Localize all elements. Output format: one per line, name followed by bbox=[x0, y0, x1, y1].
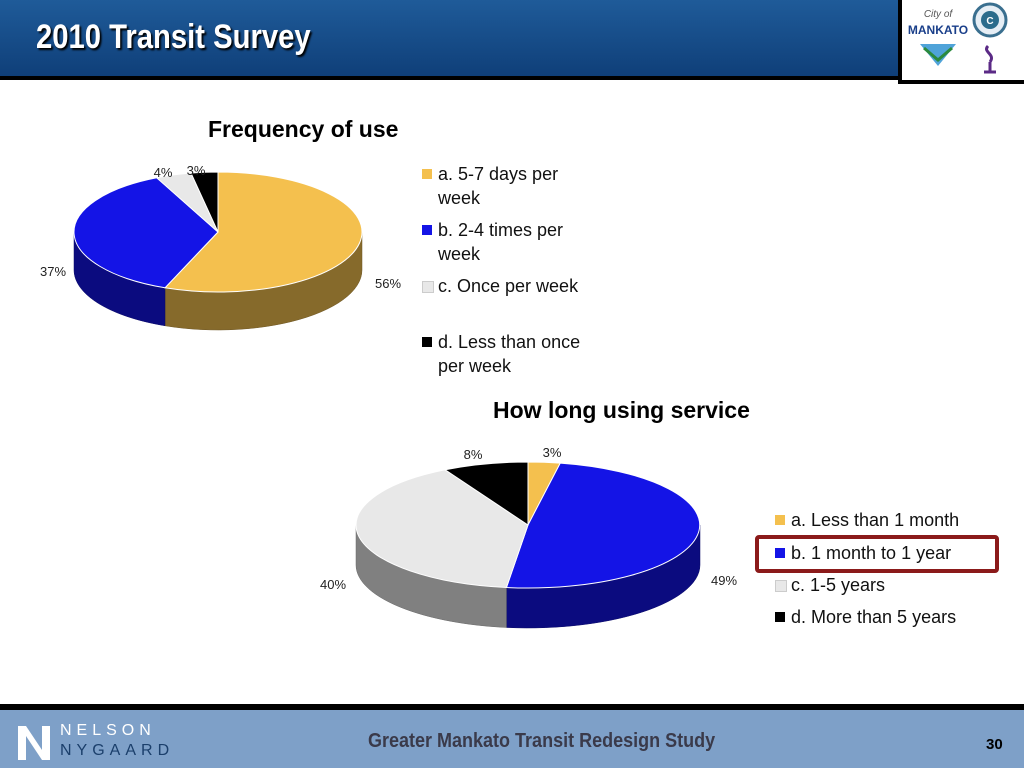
logo-area: City of MANKATO C bbox=[898, 0, 1024, 84]
pie2-data-label-3: 8% bbox=[464, 447, 483, 462]
chart2-pie: 3% 49% 40% 8% bbox=[320, 445, 737, 629]
university-torch-logo bbox=[984, 44, 996, 74]
city-of-mankato-logo: City of MANKATO bbox=[908, 9, 968, 66]
legend-label: a. 5-7 days per week bbox=[438, 164, 559, 208]
mankato-shield-icon bbox=[920, 44, 956, 66]
legend-swatch-icon bbox=[775, 580, 787, 592]
brand-name-bottom: NYGAARD bbox=[60, 742, 175, 759]
legend-swatch-icon bbox=[422, 169, 432, 179]
pie2-slice-1 bbox=[505, 462, 701, 589]
pie1-data-label-3: 3% bbox=[187, 163, 206, 178]
pie1-data-label-2: 4% bbox=[154, 165, 173, 180]
transit-seal-logo: C bbox=[972, 2, 1008, 38]
city-of-text: City of bbox=[924, 9, 954, 20]
chart2-title: How long using service bbox=[493, 397, 750, 423]
legend-swatch-icon bbox=[775, 548, 785, 558]
slide-title: 2010 Transit Survey bbox=[36, 18, 311, 56]
legend-swatch-icon bbox=[775, 515, 785, 525]
legend-label: d. More than 5 years bbox=[791, 607, 957, 627]
mankato-text: MANKATO bbox=[908, 23, 968, 37]
legend-swatch-icon bbox=[775, 612, 785, 622]
legend-swatch-icon bbox=[422, 225, 432, 235]
nelson-nygaard-logo-icon bbox=[18, 726, 50, 760]
pie2-data-label-0: 3% bbox=[543, 445, 562, 460]
legend-swatch-icon bbox=[422, 281, 434, 293]
legend-label: b. 2-4 times per week bbox=[438, 220, 564, 264]
pie1-slice-0 bbox=[163, 171, 363, 293]
slide-footer: NELSON NYGAARD Greater Mankato Transit R… bbox=[0, 704, 1024, 768]
legend-highlight-box bbox=[755, 535, 999, 573]
chart2-legend: a. Less than 1 month b. 1 month to 1 year… bbox=[775, 508, 995, 638]
pie2-data-label-1: 49% bbox=[711, 573, 737, 588]
chart1-legend: a. 5-7 days per week b. 2-4 times per wee… bbox=[422, 162, 612, 382]
pie2-slice-2 bbox=[355, 469, 529, 589]
legend-label: d. Less than once per week bbox=[438, 332, 581, 376]
slide-header: 2010 Transit Survey bbox=[0, 0, 898, 80]
pie1-data-label-1: 37% bbox=[40, 264, 66, 279]
footer-study-title: Greater Mankato Transit Redesign Study bbox=[368, 730, 716, 752]
legend-label: b. 1 month to 1 year bbox=[791, 543, 952, 563]
svg-text:C: C bbox=[986, 16, 993, 27]
chart1-pie: 56% 37% 4% 3% bbox=[40, 163, 401, 331]
pie2-slice-3 bbox=[443, 461, 529, 526]
pie2-data-label-2: 40% bbox=[320, 577, 346, 592]
legend-label: c. Once per week bbox=[438, 276, 579, 296]
page-number: 30 bbox=[986, 736, 1003, 753]
chart1-title: Frequency of use bbox=[208, 116, 399, 142]
pie1-data-label-0: 56% bbox=[375, 276, 401, 291]
legend-swatch-icon bbox=[422, 337, 432, 347]
pie1-slice-1 bbox=[73, 177, 219, 289]
legend-label: c. 1-5 years bbox=[791, 575, 886, 595]
pie1-slice-3 bbox=[190, 171, 219, 233]
brand-name-top: NELSON bbox=[60, 722, 156, 739]
legend-label: a. Less than 1 month bbox=[791, 510, 960, 530]
logos-svg: City of MANKATO C bbox=[908, 2, 1008, 74]
